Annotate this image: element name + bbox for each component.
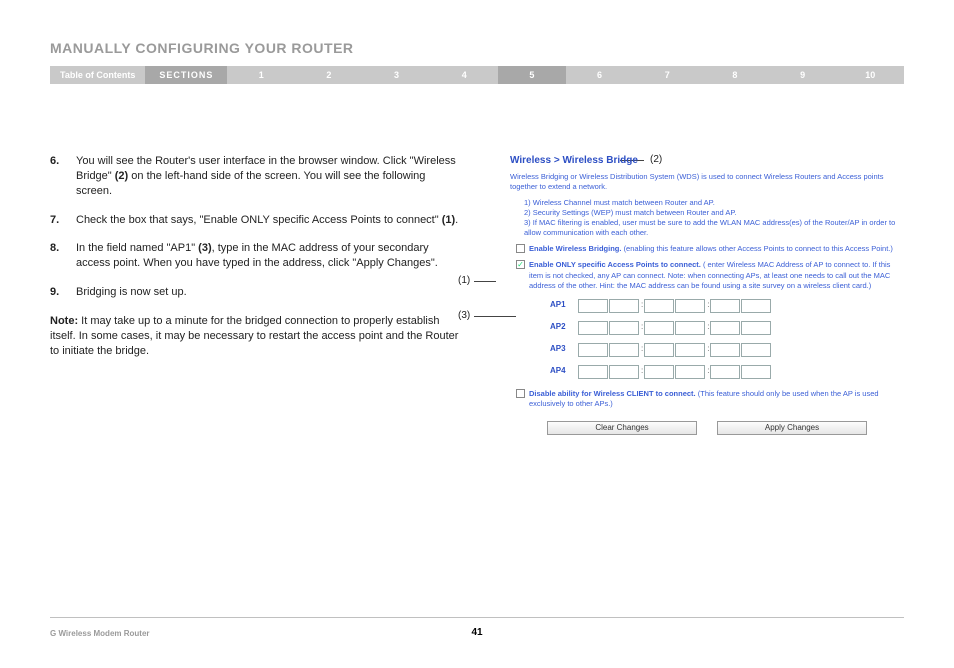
nav-sections-label: SECTIONS <box>145 66 227 84</box>
checkbox-label: Disable ability for Wireless CLIENT to c… <box>529 389 696 398</box>
step-body: In the field named "AP1" (3), type in th… <box>76 241 460 271</box>
nav-item-2[interactable]: 2 <box>295 70 363 80</box>
nav-toc[interactable]: Table of Contents <box>50 70 145 80</box>
mac-input[interactable] <box>609 365 639 379</box>
instructions-column: 6. You will see the Router's user interf… <box>50 154 460 435</box>
nav-item-6[interactable]: 6 <box>566 70 634 80</box>
checkbox-label: Enable Wireless Bridging. <box>529 244 621 253</box>
clear-changes-button[interactable]: Clear Changes <box>547 421 697 435</box>
panel-description: Wireless Bridging or Wireless Distributi… <box>510 172 904 192</box>
mac-input[interactable] <box>710 343 740 357</box>
nav-item-10[interactable]: 10 <box>836 70 904 80</box>
button-row: Clear Changes Apply Changes <box>510 421 904 435</box>
nav-item-4[interactable]: 4 <box>430 70 498 80</box>
step-body: You will see the Router's user interface… <box>76 154 460 199</box>
mac-input[interactable] <box>741 321 771 335</box>
mac-input[interactable] <box>644 321 674 335</box>
nav-item-9[interactable]: 9 <box>769 70 837 80</box>
apply-changes-button[interactable]: Apply Changes <box>717 421 867 435</box>
mac-input[interactable] <box>710 299 740 313</box>
ap-row: AP1 :: <box>550 299 904 313</box>
ap-label: AP2 <box>550 322 578 333</box>
mac-input[interactable] <box>675 365 705 379</box>
mac-input[interactable] <box>644 343 674 357</box>
step-number: 9. <box>50 285 76 300</box>
mac-input[interactable] <box>578 299 608 313</box>
mac-input[interactable] <box>578 365 608 379</box>
router-screenshot-column: (1) (2) (3) Wireless > Wireless Bridge W… <box>480 154 904 435</box>
checkbox-enable-bridging[interactable]: Enable Wireless Bridging. (enabling this… <box>516 244 904 254</box>
note-body: It may take up to a minute for the bridg… <box>50 315 458 357</box>
rule-item: 2) Security Settings (WEP) must match be… <box>524 208 904 218</box>
router-panel: Wireless > Wireless Bridge Wireless Brid… <box>480 154 904 435</box>
ap-label: AP1 <box>550 300 578 311</box>
mac-input[interactable] <box>609 343 639 357</box>
rule-item: 3) If MAC filtering is enabled, user mus… <box>524 218 904 238</box>
mac-input[interactable] <box>578 321 608 335</box>
checkbox-desc: (enabling this feature allows other Acce… <box>624 244 893 253</box>
mac-input[interactable] <box>741 365 771 379</box>
mac-input[interactable] <box>578 343 608 357</box>
mac-input[interactable] <box>675 299 705 313</box>
note-label: Note: <box>50 315 78 327</box>
ap-inputs: AP1 :: AP2 :: AP3 :: AP4 :: <box>550 299 904 379</box>
ap-row: AP4 :: <box>550 365 904 379</box>
checkbox-label: Enable ONLY specific Access Points to co… <box>529 260 701 269</box>
rules-list: 1) Wireless Channel must match between R… <box>524 198 904 239</box>
checkbox-icon[interactable] <box>516 389 525 398</box>
step-number: 7. <box>50 213 76 228</box>
page-number: 41 <box>0 627 954 638</box>
checkbox-icon[interactable] <box>516 244 525 253</box>
nav-item-8[interactable]: 8 <box>701 70 769 80</box>
ap-row: AP2 :: <box>550 321 904 335</box>
nav-item-7[interactable]: 7 <box>633 70 701 80</box>
step-body: Bridging is now set up. <box>76 285 460 300</box>
mac-input[interactable] <box>710 321 740 335</box>
note: Note: It may take up to a minute for the… <box>50 314 460 359</box>
checkbox-enable-specific[interactable]: Enable ONLY specific Access Points to co… <box>516 260 904 290</box>
step-number: 8. <box>50 241 76 271</box>
nav-item-1[interactable]: 1 <box>227 70 295 80</box>
breadcrumb: Wireless > Wireless Bridge <box>510 154 904 168</box>
rule-item: 1) Wireless Channel must match between R… <box>524 198 904 208</box>
nav-item-5[interactable]: 5 <box>498 66 566 84</box>
step-body: Check the box that says, "Enable ONLY sp… <box>76 213 460 228</box>
mac-input[interactable] <box>609 321 639 335</box>
checkbox-disable-client[interactable]: Disable ability for Wireless CLIENT to c… <box>516 389 904 409</box>
mac-input[interactable] <box>644 365 674 379</box>
mac-input[interactable] <box>675 343 705 357</box>
mac-input[interactable] <box>710 365 740 379</box>
callout-1: (1) <box>458 275 470 286</box>
step-number: 6. <box>50 154 76 199</box>
ap-row: AP3 :: <box>550 343 904 357</box>
checkbox-icon[interactable] <box>516 260 525 269</box>
mac-input[interactable] <box>644 299 674 313</box>
ap-label: AP4 <box>550 366 578 377</box>
nav-bar: Table of Contents SECTIONS 1 2 3 4 5 6 7… <box>50 66 904 84</box>
mac-input[interactable] <box>609 299 639 313</box>
footer-divider <box>50 617 904 618</box>
page-title: MANUALLY CONFIGURING YOUR ROUTER <box>50 40 904 56</box>
mac-input[interactable] <box>741 299 771 313</box>
callout-3: (3) <box>458 310 470 321</box>
mac-input[interactable] <box>675 321 705 335</box>
ap-label: AP3 <box>550 344 578 355</box>
nav-item-3[interactable]: 3 <box>363 70 431 80</box>
mac-input[interactable] <box>741 343 771 357</box>
